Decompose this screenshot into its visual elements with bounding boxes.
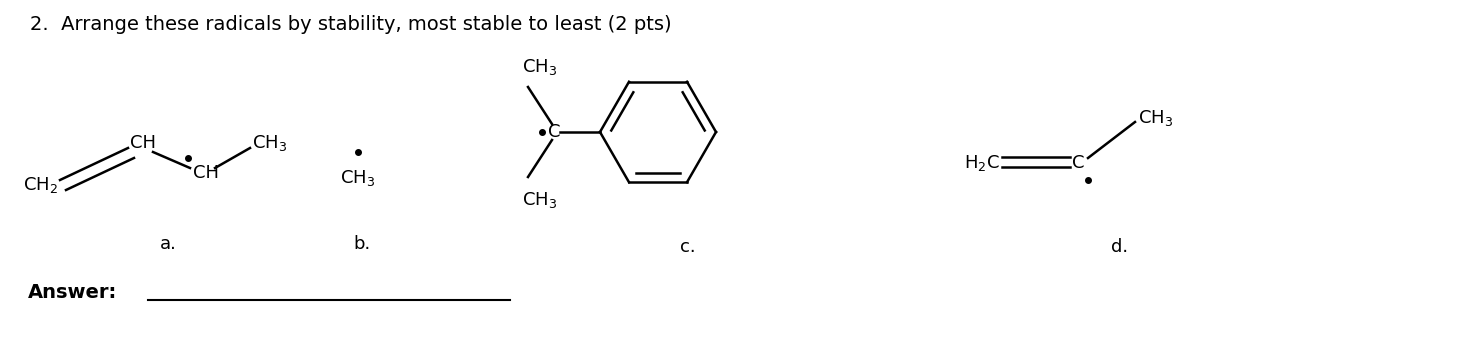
Text: CH$_3$: CH$_3$ — [1138, 108, 1173, 128]
Text: CH: CH — [130, 134, 157, 152]
Text: C: C — [548, 123, 561, 141]
Text: b.: b. — [353, 235, 370, 253]
Text: CH: CH — [193, 164, 220, 182]
Text: 2.  Arrange these radicals by stability, most stable to least (2 pts): 2. Arrange these radicals by stability, … — [29, 15, 672, 34]
Text: a.: a. — [160, 235, 177, 253]
Text: CH$_2$: CH$_2$ — [23, 175, 59, 195]
Text: C: C — [1072, 154, 1085, 172]
Text: CH$_3$: CH$_3$ — [523, 57, 558, 77]
Text: CH$_3$: CH$_3$ — [252, 133, 287, 153]
Text: c.: c. — [679, 238, 695, 256]
Text: CH$_3$: CH$_3$ — [341, 168, 376, 188]
Text: d.: d. — [1111, 238, 1129, 256]
Text: Answer:: Answer: — [28, 284, 117, 303]
Text: H$_2$C: H$_2$C — [965, 153, 1000, 173]
Text: CH$_3$: CH$_3$ — [523, 190, 558, 210]
